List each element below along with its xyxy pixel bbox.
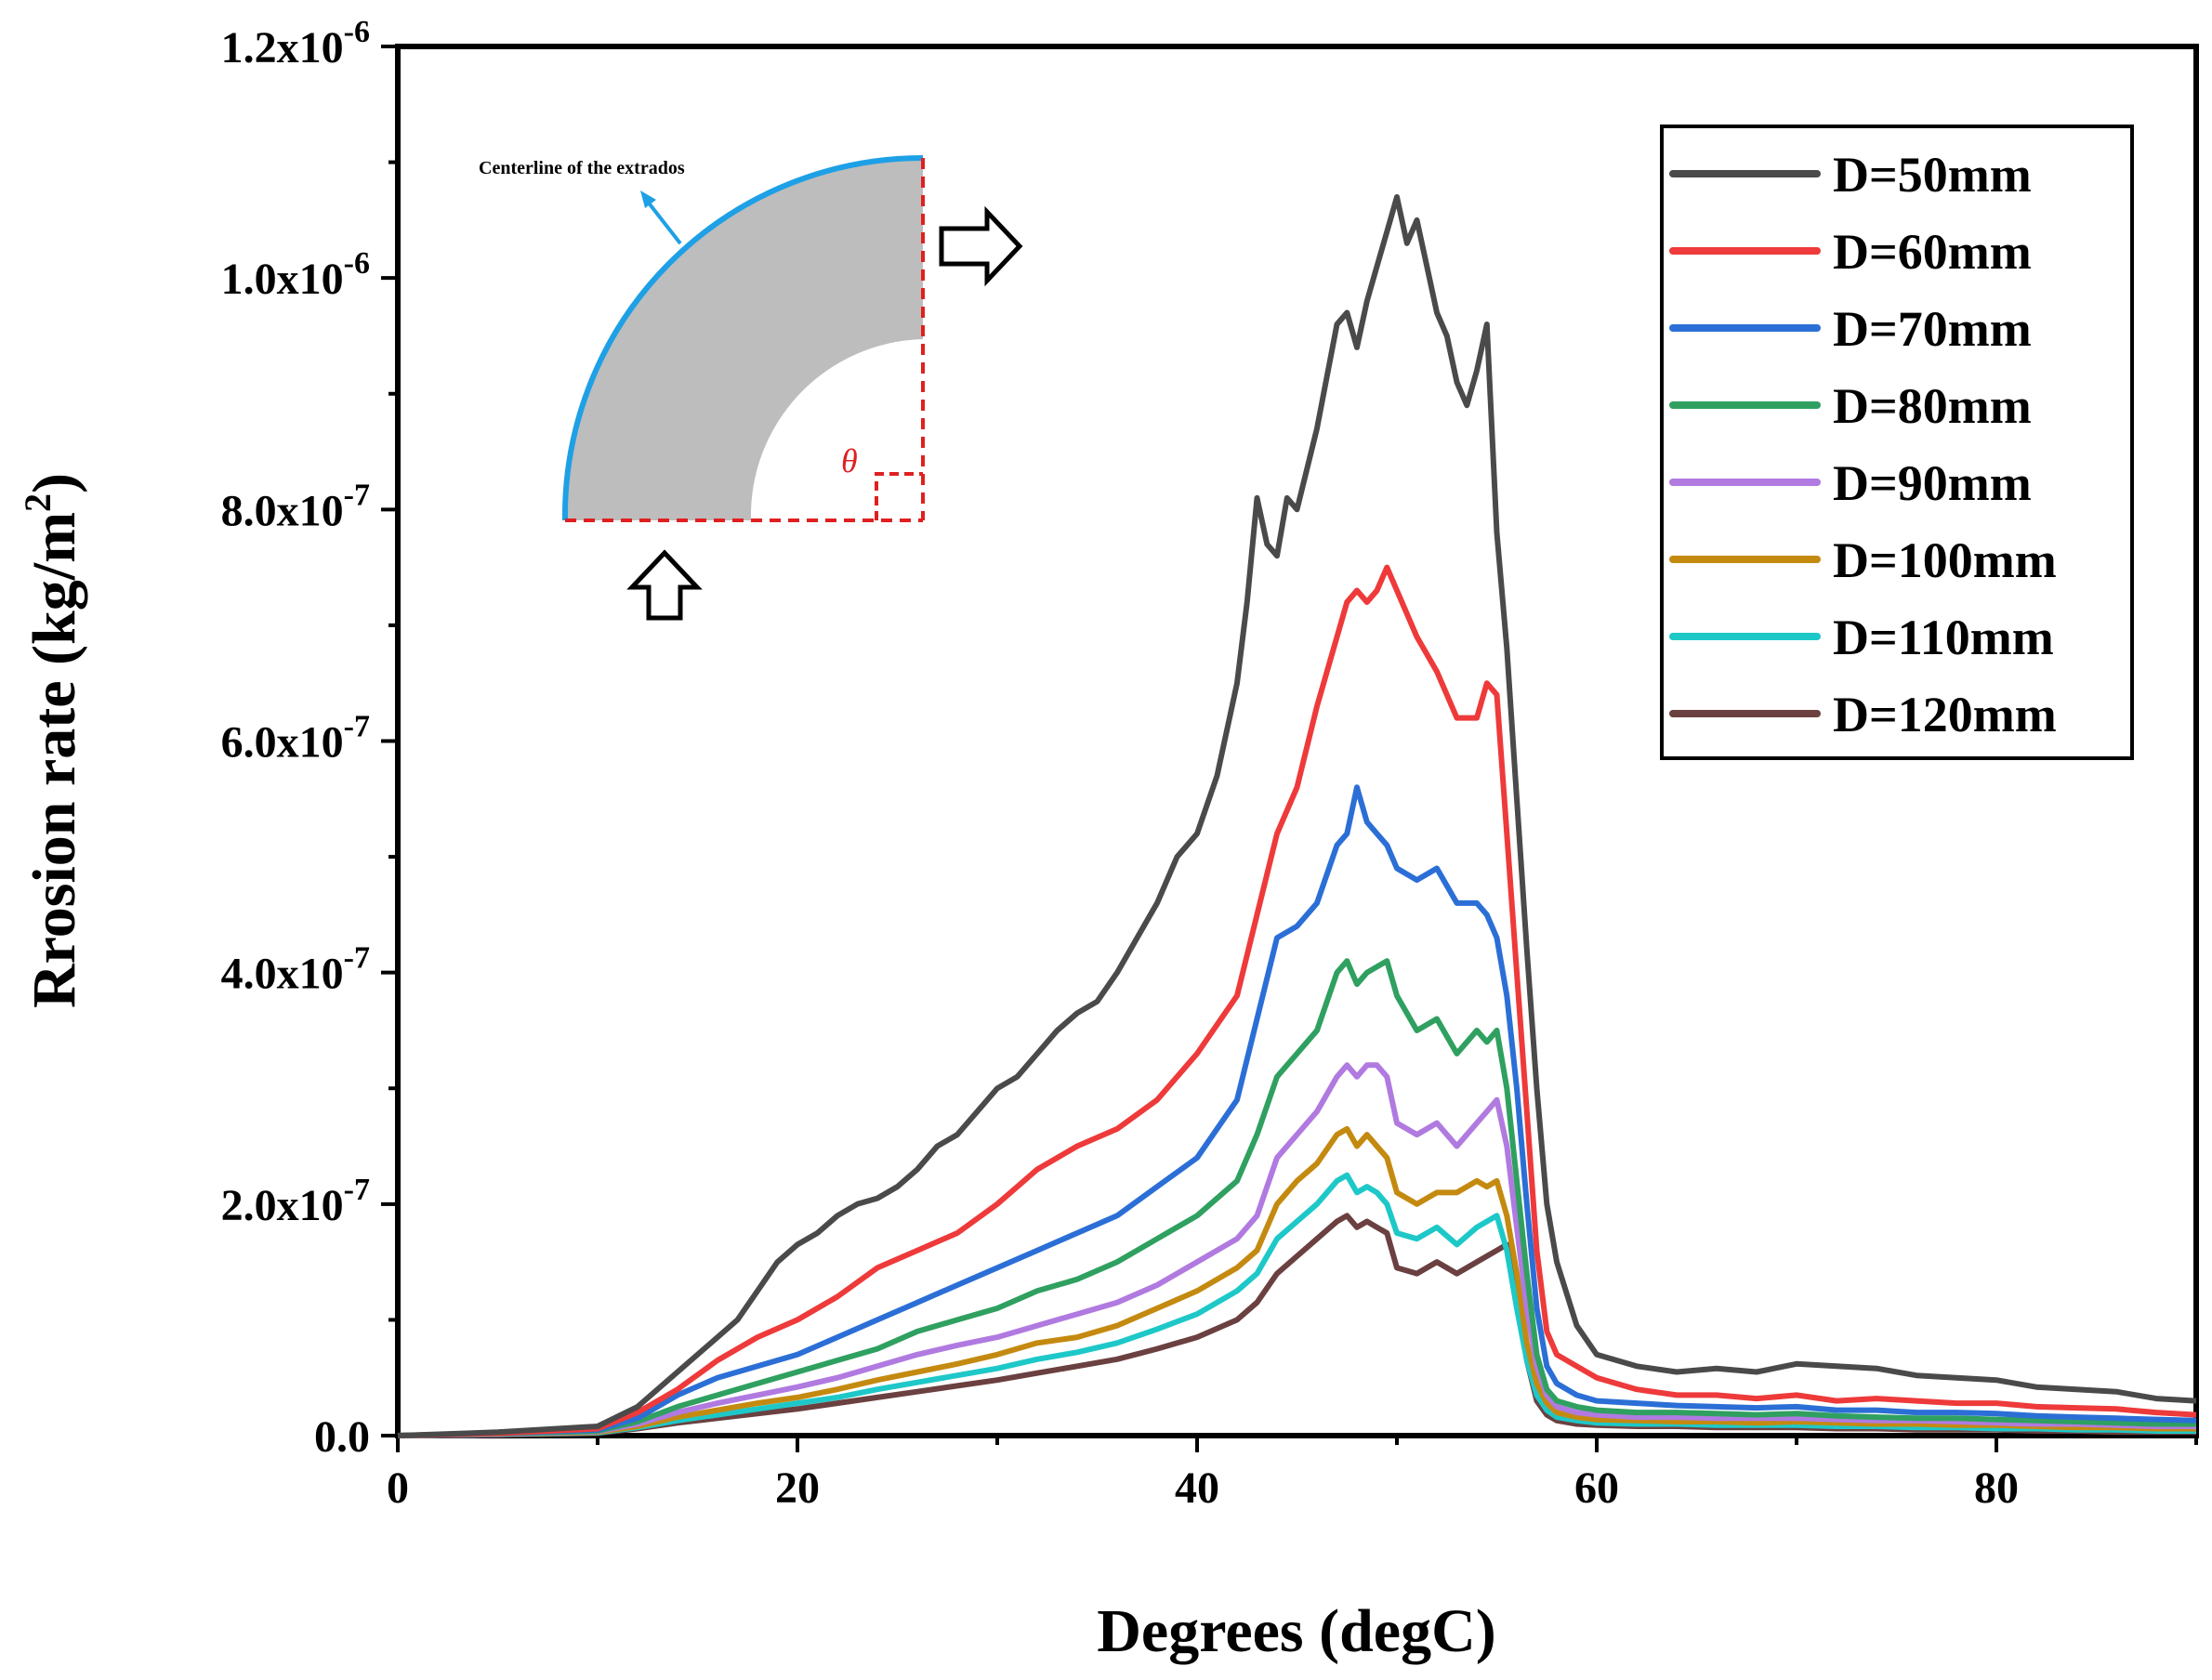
legend-box: [1660, 125, 2134, 760]
y-tick-labels: 0.0 2.0x10-7 4.0x10-7 6.0x10-7 8.0x10-7 1.0x1…: [221, 15, 370, 1462]
y-tick-label: 6.0x10-7: [221, 710, 370, 768]
legend-label: D=80mm: [1833, 378, 2032, 434]
series-line-d-50mm: [397, 194, 2197, 1438]
series-line-d-60mm: [397, 564, 2197, 1438]
series-line-d-70mm: [397, 784, 2197, 1438]
x-tick-labels: 0 20 40 60 80: [387, 1463, 2019, 1513]
y-tick-label: 1.2x10-6: [221, 15, 370, 72]
x-tick-label: 60: [1574, 1463, 1619, 1513]
inset-diagram: Centerline of the extrados θ: [479, 139, 1032, 623]
x-tick-label: 40: [1175, 1463, 1219, 1513]
series-lines: [397, 194, 2197, 1438]
elbow-shape: [564, 157, 923, 520]
series-line-d-110mm: [397, 1172, 2196, 1438]
y-tick-label: 8.0x10-7: [221, 478, 370, 535]
centerline-pointer: [642, 195, 682, 245]
series-line-d-90mm: [397, 1062, 2196, 1438]
theta-label: θ: [841, 442, 858, 479]
y-tick-label: 1.0x10-6: [221, 246, 370, 304]
legend-label: D=110mm: [1833, 610, 2054, 665]
outlet-flow-arrow-icon: [939, 205, 1023, 287]
x-tick-label: 0: [387, 1463, 409, 1513]
y-axis-title: Rrosion rate (kg/m2): [17, 473, 88, 1008]
x-tick-label: 80: [1974, 1463, 2019, 1513]
legend-label: D=60mm: [1833, 224, 2032, 280]
x-tick-label: 20: [775, 1463, 820, 1513]
legend: D=50mm D=60mm D=70mm D=80mm D=90mm D=100mm D=1…: [1660, 125, 2134, 760]
y-tick-label: 4.0x10-7: [221, 941, 370, 999]
centerline-pointer-arrowhead: [640, 190, 656, 208]
legend-label: D=50mm: [1833, 147, 2032, 203]
right-angle-marker: [875, 472, 923, 520]
y-tick-label: 2.0x10-7: [221, 1173, 370, 1230]
legend-label: D=70mm: [1833, 301, 2032, 357]
inset-annotation: Centerline of the extrados: [479, 158, 685, 178]
axis-ticks: [381, 45, 2198, 1452]
legend-label: D=100mm: [1833, 532, 2057, 588]
extrados-centerline: [561, 155, 924, 521]
inlet-flow-arrow-icon: [626, 549, 703, 621]
y-tick-label: 0.0: [314, 1412, 370, 1462]
x-axis-title: Degrees (degC): [1097, 1597, 1495, 1665]
legend-label: D=120mm: [1833, 687, 2057, 742]
legend-label: D=90mm: [1833, 455, 2032, 511]
series-line-d-80mm: [397, 958, 2196, 1438]
series-line-d-100mm: [397, 1125, 2196, 1438]
